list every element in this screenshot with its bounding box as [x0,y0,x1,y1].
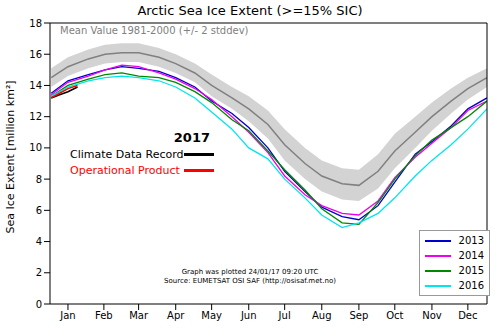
svg-text:Sea Ice Extent [million km²]: Sea Ice Extent [million km²] [8,80,17,233]
svg-text:Sep: Sep [349,310,368,321]
html-text:Climate Data Record: Climate Data Record [70,148,184,161]
svg-text:Jan: Jan [59,310,75,321]
svg-text:Jul: Jul [278,310,291,321]
svg-text:10: 10 [29,142,42,153]
svg-text:4: 4 [36,236,42,247]
html-text:Graph was plotted 24/01/17 09:: Graph was plotted 24/01/17 09:20 UTC [181,268,319,276]
svg-text:12: 12 [29,111,42,122]
html-text:2014: 2014 [458,250,484,261]
svg-text:May: May [201,310,222,321]
svg-text:Oct: Oct [386,310,403,321]
svg-text:Mar: Mar [129,310,149,321]
html-text:2016: 2016 [458,280,484,291]
svg-text:Jun: Jun [240,310,257,321]
html-text:Operational Product: Operational Product [70,164,180,177]
svg-text:Apr: Apr [167,310,185,321]
svg-text:16: 16 [29,49,42,60]
html-text:Arctic Sea Ice Extent (>=15% S: Arctic Sea Ice Extent (>=15% SIC) [137,3,363,18]
html-text:2017: 2017 [173,130,210,145]
svg-text:8: 8 [36,174,42,185]
svg-text:18: 18 [29,18,42,29]
html-text:2013: 2013 [458,235,484,246]
html-text:Source: EUMETSAT OSI SAF (http: Source: EUMETSAT OSI SAF (http://osisaf.… [164,277,336,285]
svg-text:Dec: Dec [458,310,477,321]
svg-text:2: 2 [36,267,42,278]
svg-text:Aug: Aug [312,310,332,321]
svg-text:Nov: Nov [422,310,442,321]
svg-text:Feb: Feb [95,310,113,321]
html-text:2015: 2015 [458,265,484,276]
svg-text:14: 14 [29,80,42,91]
svg-text:6: 6 [36,205,42,216]
html-text:Mean Value 1981-2000 (+/- 2 st: Mean Value 1981-2000 (+/- 2 stddev) [60,25,249,36]
svg-text:0: 0 [36,299,42,310]
